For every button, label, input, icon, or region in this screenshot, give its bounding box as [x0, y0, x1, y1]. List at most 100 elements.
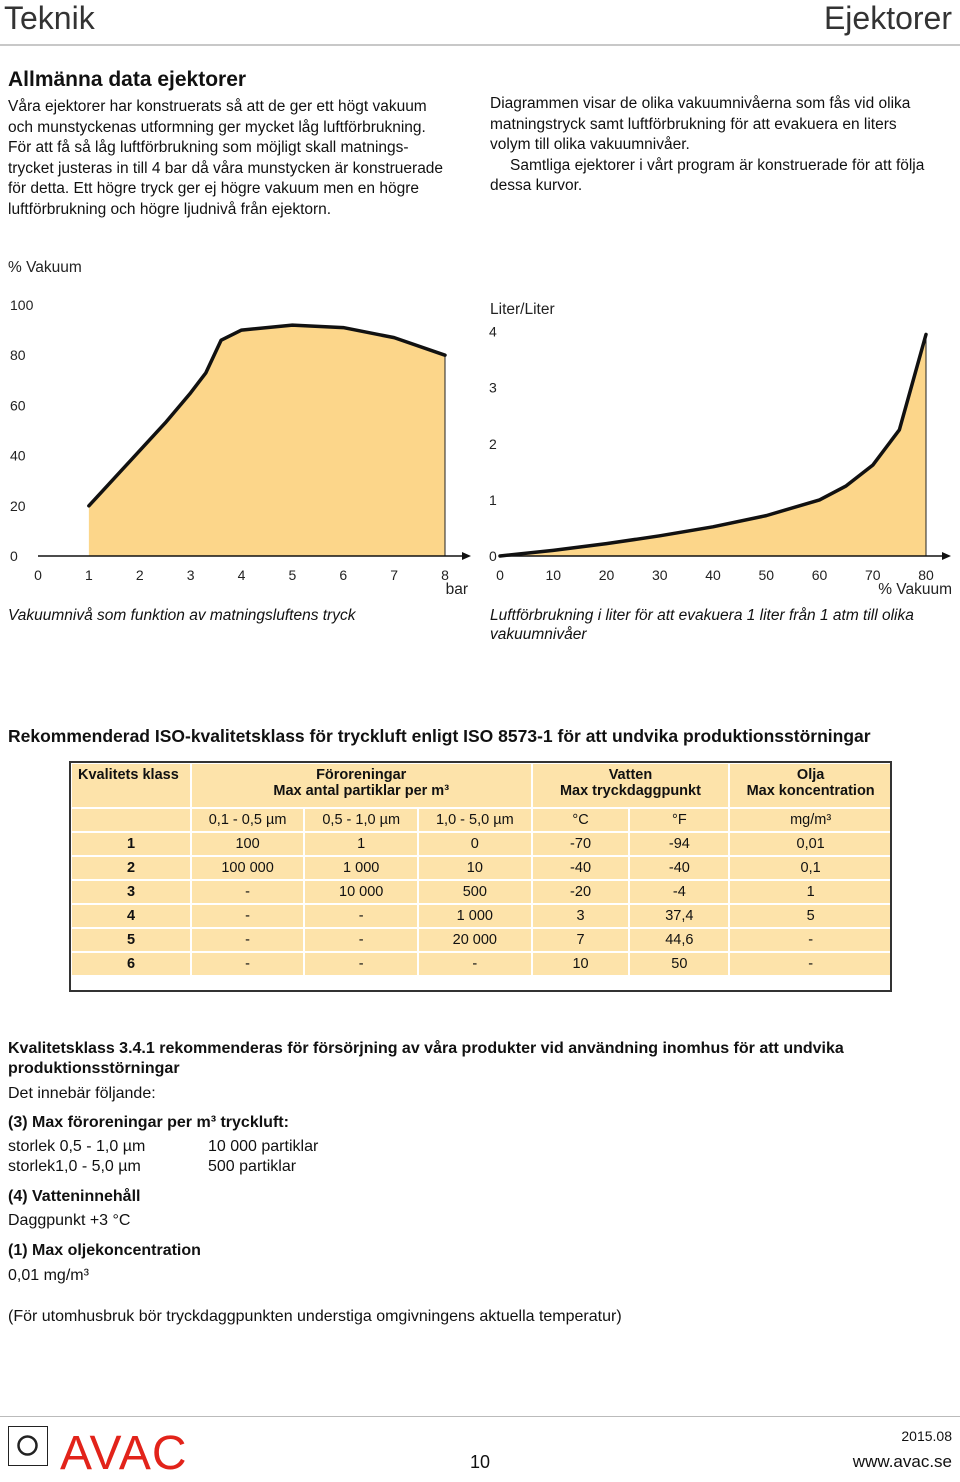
- table-cell: 100 000: [189, 855, 306, 881]
- table-cell: 500: [417, 879, 533, 905]
- chart-x-tick-label: 80: [918, 567, 934, 583]
- header-oil: Olja Max koncentration: [728, 762, 893, 809]
- chart-x-tick-label: 40: [705, 567, 721, 583]
- table-row: 3 - 10 000 500 -20 -4 1: [70, 879, 893, 905]
- brand-logo: AVAC: [60, 1427, 188, 1480]
- chart-y-tick-label: 100: [10, 297, 34, 313]
- chart-series-line: [498, 332, 928, 558]
- chart-x-tick-label: 2: [136, 567, 144, 583]
- table-cell: 50: [628, 951, 731, 977]
- header-section-title: Teknik: [4, 0, 95, 36]
- chart-y-axis-label: % Vakuum: [8, 259, 82, 276]
- footer-divider: [0, 1416, 960, 1417]
- footer-url: www.avac.se: [852, 1452, 952, 1471]
- chart-y-tick-label: 80: [10, 347, 26, 363]
- chart-y-tick-label: 1: [489, 492, 497, 508]
- table-cell: 0,01: [728, 831, 893, 857]
- s3-title: (1) Max oljekoncentration: [8, 1242, 201, 1259]
- table-cell: -: [189, 927, 306, 953]
- chart-series-line: [87, 323, 447, 508]
- table-cell: -: [189, 879, 306, 905]
- chart-x-tick-label: 5: [288, 567, 296, 583]
- chart-x-tick-label: 20: [599, 567, 615, 583]
- s1-row1-value: 10 000 partiklar: [208, 1138, 319, 1155]
- chart-x-tick-label: 6: [339, 567, 347, 583]
- s1-row1-label: storlek 0,5 - 1,0 µm: [8, 1138, 146, 1155]
- table-cell: 37,4: [628, 903, 731, 929]
- header-page-title: Ejektorer: [823, 0, 952, 36]
- table-units-row: 0,1 - 0,5 µm 0,5 - 1,0 µm 1,0 - 5,0 µm °…: [70, 807, 893, 833]
- table-cell: 0: [417, 831, 533, 857]
- chart-y-tick-label: 20: [10, 498, 26, 514]
- s1-row2-label: storlek1,0 - 5,0 µm: [8, 1158, 141, 1175]
- chart-x-tick-label: 8: [441, 567, 449, 583]
- table-cell: -20: [530, 879, 631, 905]
- intro-right-text: Diagrammen visar de olika vakuumnivåerna…: [490, 95, 925, 194]
- chart-y-tick-label: 0: [489, 548, 497, 564]
- class-cell: 6: [70, 951, 192, 977]
- header-class: Kvalitets klass: [70, 762, 192, 809]
- chart-x-axis-label: bar: [446, 581, 468, 598]
- s1-title: (3) Max föroreningar per m³ tryckluft:: [8, 1114, 289, 1131]
- unit-cell: 1,0 - 5,0 µm: [417, 807, 533, 833]
- table-cell: 1 000: [303, 855, 420, 881]
- table-cell: -: [417, 951, 533, 977]
- table-cell: 1 000: [417, 903, 533, 929]
- class-cell: 2: [70, 855, 192, 881]
- class-cell: 3: [70, 879, 192, 905]
- table-row: 1 100 1 0 -70 -94 0,01: [70, 831, 893, 857]
- table-cell: 0,1: [728, 855, 893, 881]
- chart-x-tick-label: 10: [545, 567, 561, 583]
- units-empty: [70, 807, 192, 833]
- iso-quality-table: Kvalitets klass Föroreningar Max antal pa…: [70, 762, 893, 977]
- chart-x-tick-label: 0: [34, 567, 42, 583]
- chart-x-tick-label: 60: [812, 567, 828, 583]
- chart-y-tick-label: 2: [489, 436, 497, 452]
- chart-x-axis-arrow: [942, 552, 951, 560]
- table-cell: 7: [530, 927, 631, 953]
- table-cell: -: [728, 951, 893, 977]
- chart2-caption: Luftförbrukning i liter för att evakuera…: [490, 607, 914, 643]
- unit-cell: °C: [530, 807, 631, 833]
- header-divider: [0, 44, 960, 46]
- page-number: 10: [470, 1452, 491, 1472]
- table-cell: 10: [417, 855, 533, 881]
- intro-left-text: Våra ejektorer har konstruerats så att d…: [8, 98, 444, 218]
- ring-icon: [17, 1435, 38, 1456]
- table-cell: -: [728, 927, 893, 953]
- table-cell: -: [189, 903, 306, 929]
- table-cell: -4: [628, 879, 731, 905]
- header-pollution: Föroreningar Max antal partiklar per m³: [189, 762, 533, 809]
- table-cell: 20 000: [417, 927, 533, 953]
- table-cell: -: [189, 951, 306, 977]
- table-cell: -40: [628, 855, 731, 881]
- quality-intro: Det innebär följande:: [8, 1085, 156, 1102]
- s2-value: Daggpunkt +3 °C: [8, 1212, 131, 1229]
- class-cell: 4: [70, 903, 192, 929]
- chart-x-tick-label: 1: [85, 567, 93, 583]
- chart-x-tick-label: 7: [390, 567, 398, 583]
- table-row: 4 - - 1 000 3 37,4 5: [70, 903, 893, 929]
- unit-cell: mg/m³: [728, 807, 893, 833]
- unit-cell: 0,5 - 1,0 µm: [303, 807, 420, 833]
- table-cell: -40: [530, 855, 631, 881]
- unit-cell: °F: [628, 807, 731, 833]
- chart-x-tick-label: 70: [865, 567, 881, 583]
- iso-heading: Rekommenderad ISO-kvalitetsklass för try…: [8, 726, 871, 746]
- table-cell: -94: [628, 831, 731, 857]
- chart-y-tick-label: 3: [489, 380, 497, 396]
- table-cell: 5: [728, 903, 893, 929]
- class-cell: 1: [70, 831, 192, 857]
- vacuum-pressure-chart: 0 20 40 60 80 100 0 1 2 3 4 5 6 7 8 % Vakuum bar: [8, 259, 471, 598]
- chart1-caption: Vakuumnivå som funktion av matningslufte…: [8, 607, 356, 624]
- header-water: Vatten Max tryckdaggpunkt: [530, 762, 731, 809]
- table-cell: 1: [728, 879, 893, 905]
- chart-x-axis-label: % Vakuum: [878, 581, 952, 598]
- intro-heading: Allmänna data ejektorer: [8, 68, 247, 91]
- brand-mark-box: [8, 1426, 48, 1466]
- table-cell: 10: [530, 951, 631, 977]
- table-cell: 10 000: [303, 879, 420, 905]
- chart-x-tick-label: 50: [758, 567, 774, 583]
- s1-row2-value: 500 partiklar: [208, 1158, 297, 1175]
- chart-y-tick-label: 0: [10, 548, 18, 564]
